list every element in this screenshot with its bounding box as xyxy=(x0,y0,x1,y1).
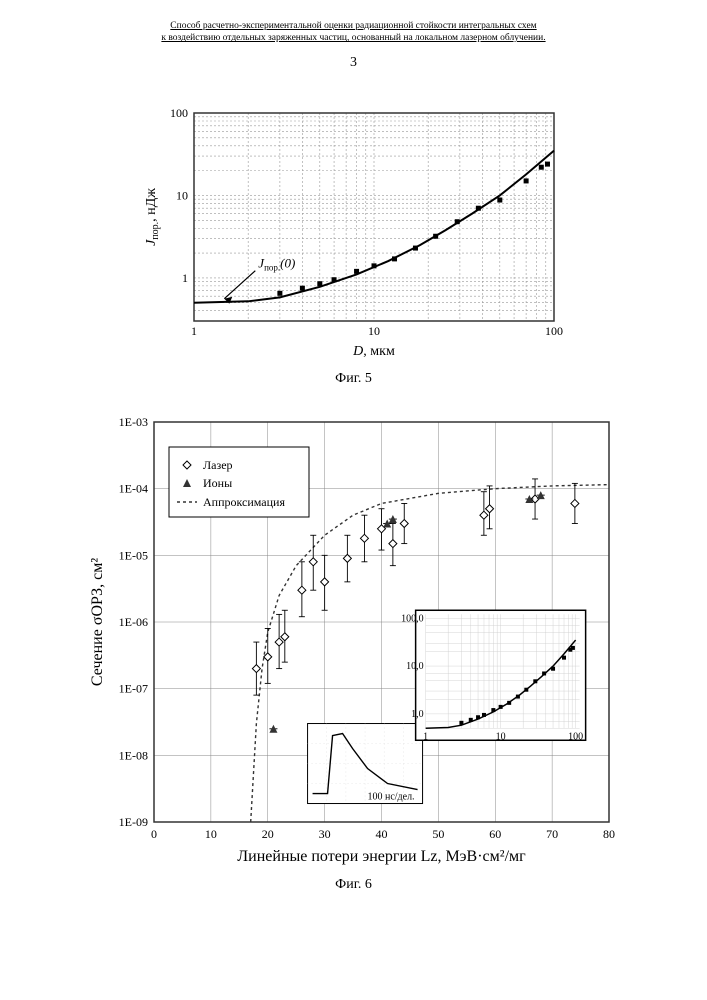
svg-text:Ионы: Ионы xyxy=(203,476,232,490)
header-title: Способ расчетно-экспериментальной оценки… xyxy=(50,20,657,45)
svg-text:1E-08: 1E-08 xyxy=(118,748,147,762)
svg-text:1E-05: 1E-05 xyxy=(118,548,147,562)
svg-text:100 нс/дел.: 100 нс/дел. xyxy=(367,791,414,802)
svg-text:40: 40 xyxy=(375,827,387,841)
svg-text:50: 50 xyxy=(432,827,444,841)
svg-text:1E-06: 1E-06 xyxy=(118,615,147,629)
svg-text:D, мкм: D, мкм xyxy=(352,344,395,359)
svg-text:10,0: 10,0 xyxy=(406,661,424,672)
svg-text:Лазер: Лазер xyxy=(203,458,233,472)
svg-text:Аппроксимация: Аппроксимация xyxy=(203,495,285,509)
svg-text:60: 60 xyxy=(489,827,501,841)
fig5-chart: 1 10 100 1 10 100 D, мкм Jпор., нДж Jпор.(0) xyxy=(139,101,569,361)
svg-text:70: 70 xyxy=(546,827,558,841)
svg-text:1: 1 xyxy=(423,731,428,742)
svg-text:Jпор., нДж: Jпор., нДж xyxy=(144,187,161,245)
svg-text:20: 20 xyxy=(261,827,273,841)
header-line1: Способ расчетно-экспериментальной оценки… xyxy=(170,21,536,31)
svg-text:100: 100 xyxy=(568,731,583,742)
svg-text:10: 10 xyxy=(495,731,505,742)
svg-text:10: 10 xyxy=(368,324,380,338)
svg-text:1E-07: 1E-07 xyxy=(118,681,147,695)
svg-text:0: 0 xyxy=(151,827,157,841)
page-number: 3 xyxy=(50,55,657,71)
svg-text:30: 30 xyxy=(318,827,330,841)
svg-text:80: 80 xyxy=(603,827,615,841)
page: Способ расчетно-экспериментальной оценки… xyxy=(0,0,707,1000)
svg-text:10: 10 xyxy=(176,188,188,202)
svg-text:Сечение σОРЗ, см²: Сечение σОРЗ, см² xyxy=(89,557,106,685)
svg-text:1: 1 xyxy=(182,271,188,285)
fig5-caption: Фиг. 5 xyxy=(50,371,657,387)
svg-text:100,0: 100,0 xyxy=(401,613,424,624)
svg-text:Jпор.(0): Jпор.(0) xyxy=(258,255,295,272)
svg-text:1,0: 1,0 xyxy=(411,709,424,720)
svg-text:1E-04: 1E-04 xyxy=(118,481,147,495)
header-line2: к воздействию отдельных заряженных части… xyxy=(161,33,545,43)
svg-text:Линейные потери энергии Lz, Мэ: Линейные потери энергии Lz, МэВ·см²/мг xyxy=(237,848,526,865)
svg-text:100: 100 xyxy=(545,324,563,338)
fig6-chart: 0 10 20 30 40 50 60 70 80 1E-09 1E-08 1E-07 1E-06 1E-… xyxy=(84,407,624,867)
svg-text:1E-03: 1E-03 xyxy=(118,415,147,429)
figure-6: 0 10 20 30 40 50 60 70 80 1E-09 1E-08 1E-07 1E-06 1E-… xyxy=(50,407,657,893)
fig6-caption: Фиг. 6 xyxy=(50,877,657,893)
svg-text:1E-09: 1E-09 xyxy=(118,815,147,829)
svg-text:100: 100 xyxy=(170,106,188,120)
figure-5: 1 10 100 1 10 100 D, мкм Jпор., нДж Jпор.(0) Фиг… xyxy=(50,101,657,387)
svg-text:1: 1 xyxy=(191,324,197,338)
svg-text:10: 10 xyxy=(204,827,216,841)
